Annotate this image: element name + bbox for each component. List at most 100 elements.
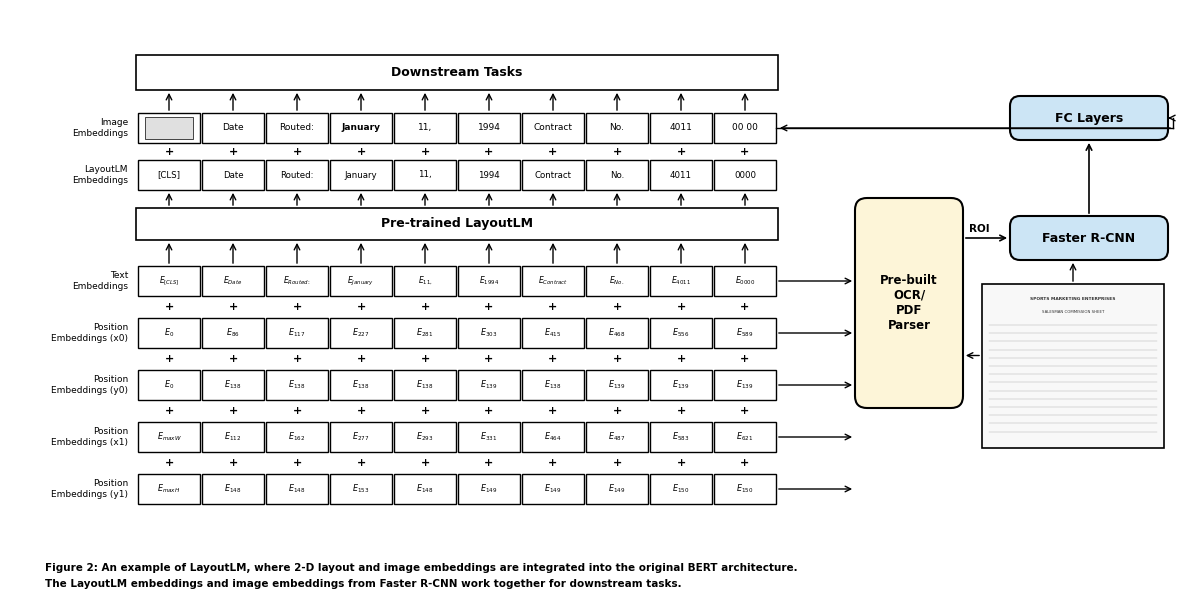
Text: $E_{0}$: $E_{0}$ <box>164 379 174 392</box>
FancyBboxPatch shape <box>145 117 193 139</box>
Text: +: + <box>164 458 174 468</box>
FancyBboxPatch shape <box>586 113 648 143</box>
Text: 11,: 11, <box>418 123 432 133</box>
Text: Figure 2: An example of LayoutLM, where 2-D layout and image embeddings are inte: Figure 2: An example of LayoutLM, where … <box>46 563 798 573</box>
Text: $E_{Date}$: $E_{Date}$ <box>223 275 242 287</box>
Text: $E_{556}$: $E_{556}$ <box>672 326 690 339</box>
FancyBboxPatch shape <box>586 370 648 400</box>
FancyBboxPatch shape <box>982 284 1164 448</box>
Text: Routed:: Routed: <box>280 123 314 133</box>
FancyBboxPatch shape <box>856 198 964 408</box>
FancyBboxPatch shape <box>394 160 456 190</box>
FancyBboxPatch shape <box>522 370 584 400</box>
FancyBboxPatch shape <box>586 318 648 348</box>
Text: $E_{[CLS]}$: $E_{[CLS]}$ <box>158 274 179 288</box>
Text: The LayoutLM embeddings and image embeddings from Faster R-CNN work together for: The LayoutLM embeddings and image embedd… <box>46 579 682 589</box>
Text: $E_{138}$: $E_{138}$ <box>416 379 433 392</box>
Text: $E_{464}$: $E_{464}$ <box>545 430 562 443</box>
Text: +: + <box>548 302 558 312</box>
FancyBboxPatch shape <box>650 370 712 400</box>
Text: +: + <box>612 302 622 312</box>
Text: $E_{149}$: $E_{149}$ <box>480 483 498 496</box>
FancyBboxPatch shape <box>458 160 520 190</box>
Text: $E_{415}$: $E_{415}$ <box>545 326 562 339</box>
Text: $E_{4011}$: $E_{4011}$ <box>671 275 691 287</box>
Text: $E_{138}$: $E_{138}$ <box>288 379 306 392</box>
FancyBboxPatch shape <box>202 370 264 400</box>
FancyBboxPatch shape <box>136 208 778 240</box>
FancyBboxPatch shape <box>394 422 456 452</box>
Text: +: + <box>420 147 430 156</box>
Text: +: + <box>228 147 238 156</box>
Text: Pre-built
OCR/
PDF
Parser: Pre-built OCR/ PDF Parser <box>880 274 938 332</box>
Text: Position
Embeddings (y0): Position Embeddings (y0) <box>50 375 128 395</box>
Text: $E_{139}$: $E_{139}$ <box>608 379 625 392</box>
Text: +: + <box>228 458 238 468</box>
Text: +: + <box>420 302 430 312</box>
FancyBboxPatch shape <box>394 318 456 348</box>
Text: Position
Embeddings (x1): Position Embeddings (x1) <box>50 427 128 447</box>
Text: +: + <box>293 458 301 468</box>
Text: $E_{148}$: $E_{148}$ <box>416 483 433 496</box>
Text: Routed:: Routed: <box>281 170 313 179</box>
Text: +: + <box>420 458 430 468</box>
Text: +: + <box>228 302 238 312</box>
Text: $E_{468}$: $E_{468}$ <box>608 326 625 339</box>
Text: $E_{138}$: $E_{138}$ <box>224 379 241 392</box>
Text: +: + <box>164 354 174 364</box>
Text: $E_{281}$: $E_{281}$ <box>416 326 433 339</box>
Text: +: + <box>356 302 366 312</box>
FancyBboxPatch shape <box>138 113 200 143</box>
Text: +: + <box>164 302 174 312</box>
Text: January: January <box>342 123 380 133</box>
Text: $E_{293}$: $E_{293}$ <box>416 430 433 443</box>
Text: +: + <box>612 458 622 468</box>
FancyBboxPatch shape <box>458 113 520 143</box>
FancyBboxPatch shape <box>330 113 392 143</box>
Text: $E_{153}$: $E_{153}$ <box>353 483 370 496</box>
Text: $E_{Routed:}$: $E_{Routed:}$ <box>283 275 311 287</box>
Text: +: + <box>548 458 558 468</box>
Text: +: + <box>420 406 430 416</box>
Text: $E_{138}$: $E_{138}$ <box>545 379 562 392</box>
Text: +: + <box>548 147 558 156</box>
FancyBboxPatch shape <box>714 160 776 190</box>
Text: $E_{139}$: $E_{139}$ <box>480 379 498 392</box>
FancyBboxPatch shape <box>458 318 520 348</box>
Text: No.: No. <box>610 170 624 179</box>
Text: +: + <box>356 354 366 364</box>
Text: No.: No. <box>610 123 624 133</box>
Text: 11,: 11, <box>418 170 432 179</box>
Text: +: + <box>740 458 750 468</box>
FancyBboxPatch shape <box>1010 216 1168 260</box>
Text: +: + <box>612 147 622 156</box>
FancyBboxPatch shape <box>138 266 200 296</box>
Text: $E_{150}$: $E_{150}$ <box>672 483 690 496</box>
FancyBboxPatch shape <box>714 113 776 143</box>
Text: +: + <box>677 458 685 468</box>
FancyBboxPatch shape <box>458 266 520 296</box>
Text: $E_{11,}$: $E_{11,}$ <box>418 275 432 287</box>
FancyBboxPatch shape <box>522 113 584 143</box>
Text: +: + <box>164 406 174 416</box>
FancyBboxPatch shape <box>138 474 200 504</box>
Text: 4011: 4011 <box>670 170 692 179</box>
Text: Downstream Tasks: Downstream Tasks <box>391 66 523 79</box>
Text: $E_{86}$: $E_{86}$ <box>226 326 240 339</box>
Text: Position
Embeddings (y1): Position Embeddings (y1) <box>50 479 128 499</box>
Text: FC Layers: FC Layers <box>1055 111 1123 125</box>
FancyBboxPatch shape <box>138 422 200 452</box>
Text: $E_{No.}$: $E_{No.}$ <box>610 275 625 287</box>
FancyBboxPatch shape <box>458 474 520 504</box>
Text: +: + <box>485 458 493 468</box>
Text: Image
Embeddings: Image Embeddings <box>72 119 128 137</box>
Text: Date: Date <box>223 170 244 179</box>
Text: 0000: 0000 <box>734 170 756 179</box>
Text: Pre-trained LayoutLM: Pre-trained LayoutLM <box>382 218 533 230</box>
Text: $E_{0}$: $E_{0}$ <box>164 326 174 339</box>
FancyBboxPatch shape <box>202 318 264 348</box>
Text: $E_{148}$: $E_{148}$ <box>288 483 306 496</box>
Text: $E_{303}$: $E_{303}$ <box>480 326 498 339</box>
FancyBboxPatch shape <box>330 266 392 296</box>
Text: $E_{112}$: $E_{112}$ <box>224 430 241 443</box>
